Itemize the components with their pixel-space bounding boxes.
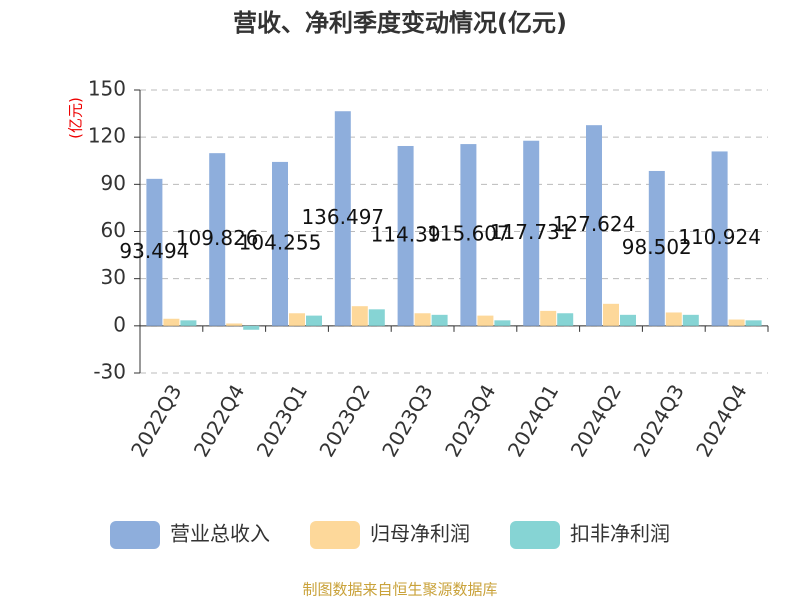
legend-swatch [510,521,560,549]
bar [351,306,368,326]
source-note: 制图数据来自恒生聚源数据库 [302,581,497,599]
y-tick-label: 90 [101,171,126,195]
bar [272,161,288,326]
bar [586,125,602,326]
y-tick-label: 60 [101,218,126,242]
x-tick-label: 2024Q3 [628,380,688,461]
bar [682,314,699,326]
y-tick-label: 120 [88,124,126,148]
x-tick-label: 2024Q4 [691,380,751,461]
data-label: 117.731 [490,220,573,244]
x-tick-label: 2023Q1 [252,380,312,461]
bar [648,170,665,326]
bar [460,144,477,326]
x-tick-label: 2023Q4 [440,380,500,461]
data-label: 98.502 [622,235,692,259]
y-axis-label: (亿元) [67,97,85,139]
bar [665,312,682,326]
bar [523,140,540,326]
data-label: 104.255 [239,230,322,254]
bar [334,111,351,326]
bar [745,320,762,326]
x-tick-label: 2022Q3 [126,380,186,461]
y-tick-label: -30 [93,360,126,384]
bar [146,178,163,326]
legend-label: 扣非净利润 [570,522,670,546]
data-label: 127.624 [553,212,636,236]
bar [711,151,728,326]
bar [397,145,414,326]
chart-title: 营收、净利季度变动情况(亿元) [233,9,567,37]
data-label: 110.924 [678,225,761,249]
bar [603,303,619,326]
bar [368,309,385,326]
y-tick-label: 150 [88,77,126,101]
legend-label: 营业总收入 [170,522,270,546]
bar [243,325,260,330]
legend-label: 归母净利润 [370,522,470,546]
bar [620,314,636,326]
data-label: 114.39 [371,222,441,246]
data-label: 115.607 [427,221,510,245]
bar [728,319,745,326]
y-tick-label: 30 [101,265,126,289]
x-tick-label: 2024Q2 [566,380,626,461]
bar [163,318,180,326]
bar [289,313,305,326]
data-label: 93.494 [119,239,189,263]
y-tick-label: 0 [113,312,126,336]
data-label: 109.826 [176,226,259,250]
bar [209,153,226,326]
bar [557,313,574,326]
legend-swatch [110,521,160,549]
bar [540,310,557,326]
x-tick-label: 2022Q4 [189,380,249,461]
x-tick-label: 2024Q1 [503,380,563,461]
bar [431,314,448,326]
bar [414,313,431,326]
x-tick-label: 2023Q2 [314,380,374,461]
data-label: 136.497 [301,205,384,229]
bar [180,320,197,326]
bar [306,315,322,326]
bar [494,320,511,326]
bar [226,323,243,326]
x-tick-label: 2023Q3 [377,380,437,461]
bar [477,315,494,326]
legend-swatch [310,521,360,549]
